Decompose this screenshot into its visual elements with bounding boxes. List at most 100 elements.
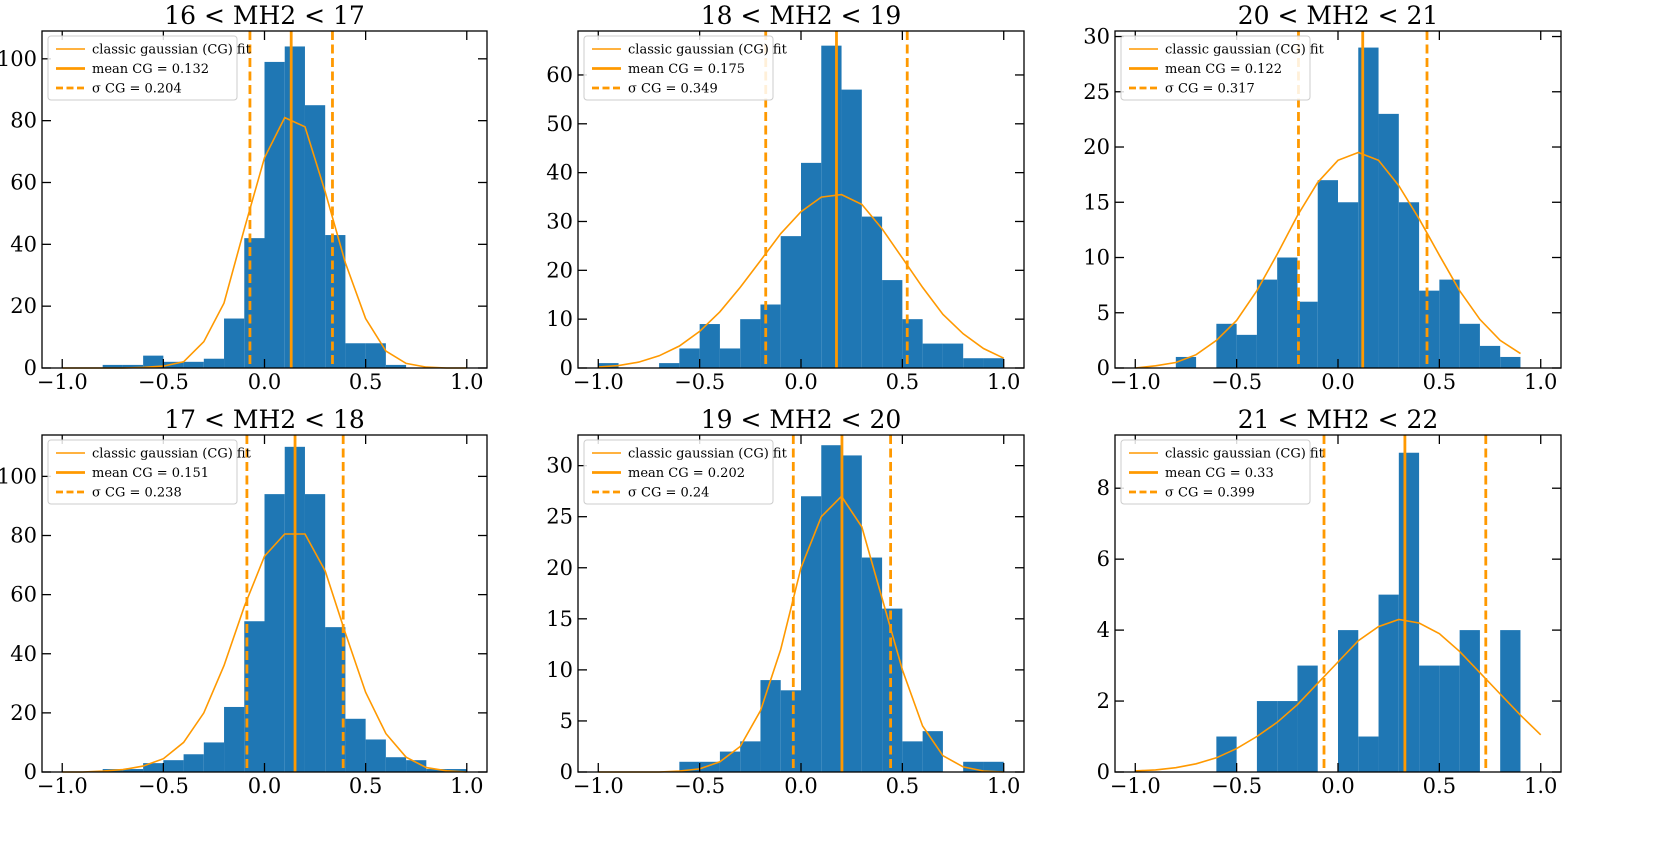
histogram-bar	[264, 494, 285, 772]
histogram-bar	[1297, 665, 1318, 772]
panel-title: 16 < MH2 < 17	[164, 1, 365, 30]
legend-sigma-label: σ CG = 0.349	[628, 82, 718, 97]
x-tick-label: 0.5	[1423, 774, 1456, 798]
histogram-bar	[740, 741, 761, 772]
x-tick-label: 1.0	[450, 370, 483, 394]
histogram-bar	[244, 238, 265, 368]
histogram-bar	[861, 216, 883, 368]
histogram-bar	[821, 45, 842, 369]
histogram-bar	[224, 706, 245, 772]
legend-sigma-label: σ CG = 0.24	[628, 486, 709, 501]
y-tick-label: 40	[546, 161, 573, 185]
histogram-bar	[143, 763, 164, 772]
histogram-bar	[1419, 665, 1440, 772]
legend: classic gaussian (CG) fit mean CG = 0.132…	[47, 35, 252, 101]
legend-fit-label: classic gaussian (CG) fit	[1165, 447, 1325, 462]
histogram-bar	[841, 89, 862, 368]
histogram-bar	[1358, 736, 1379, 772]
y-tick-label: 2	[1097, 689, 1110, 713]
histogram-bar	[719, 751, 741, 772]
x-tick-label: −0.5	[1211, 774, 1262, 798]
panel-title: 17 < MH2 < 18	[164, 405, 365, 434]
x-tick-label: 0.5	[349, 370, 382, 394]
y-tick-label: 40	[10, 232, 37, 256]
histogram-bar	[224, 318, 245, 368]
y-tick-label: 30	[1083, 25, 1110, 49]
histogram-bar	[740, 319, 761, 368]
x-tick-label: 1.0	[450, 774, 483, 798]
histogram-bar	[679, 761, 700, 772]
legend-fit-label: classic gaussian (CG) fit	[92, 447, 252, 462]
histogram-bar	[325, 235, 346, 368]
x-tick-label: 1.0	[987, 774, 1020, 798]
histogram-bar	[304, 494, 326, 772]
histogram-bar	[385, 364, 407, 368]
legend: classic gaussian (CG) fit mean CG = 0.202…	[583, 439, 788, 505]
legend-mean-label: mean CG = 0.33	[1165, 466, 1274, 481]
histogram-bar	[1256, 279, 1278, 368]
chart-panel-4: 17 < MH2 < 18 −1.0 −0.5 0.0 0.5 1.0 0 20 40 60 80 1…	[0, 405, 488, 798]
histogram-bar	[902, 741, 923, 772]
histogram-bar	[1500, 356, 1521, 368]
gaussian-fit-line	[1135, 151, 1521, 369]
histogram-bar	[122, 364, 144, 368]
legend: classic gaussian (CG) fit mean CG = 0.175…	[583, 35, 788, 101]
histogram-bar	[1378, 113, 1399, 368]
histogram-bar	[325, 627, 346, 772]
histogram-bar	[1256, 701, 1278, 772]
histogram-bar	[983, 761, 1004, 772]
gaussian-fit-line	[62, 533, 467, 773]
histogram-bar	[203, 358, 225, 368]
legend-sigma-label: σ CG = 0.204	[92, 82, 182, 97]
y-tick-label: 0	[1097, 356, 1110, 380]
y-tick-label: 10	[546, 658, 573, 682]
y-tick-label: 25	[1083, 80, 1110, 104]
panel-title: 20 < MH2 < 21	[1238, 1, 1439, 30]
y-tick-label: 60	[546, 63, 573, 87]
x-tick-label: 0.5	[886, 370, 919, 394]
histogram-bar	[963, 358, 984, 368]
x-tick-label: −0.5	[1211, 370, 1262, 394]
histogram-bar	[780, 236, 801, 368]
panel-title: 18 < MH2 < 19	[701, 1, 902, 30]
y-tick-label: 100	[0, 47, 37, 71]
chart-panel-2: 18 < MH2 < 19 −1.0 −0.5 0.0 0.5 1.0 0 10 20 30 40 5…	[546, 1, 1025, 394]
legend-mean-label: mean CG = 0.122	[1165, 62, 1282, 77]
y-tick-label: 25	[546, 505, 573, 529]
gaussian-fit-line	[1135, 618, 1542, 772]
y-tick-label: 30	[546, 454, 573, 478]
histogram-bar	[1338, 630, 1359, 772]
histogram-bar	[1439, 665, 1460, 772]
histogram-bar	[284, 46, 305, 369]
x-tick-label: 0.0	[248, 774, 281, 798]
histogram-bar	[183, 754, 204, 772]
histogram-bar	[963, 761, 984, 772]
legend-fit-label: classic gaussian (CG) fit	[1165, 43, 1325, 58]
y-tick-label: 0	[1097, 760, 1110, 784]
histogram-bar	[780, 690, 801, 772]
y-tick-label: 15	[1083, 190, 1110, 214]
histogram-bar	[1216, 736, 1237, 772]
legend-mean-label: mean CG = 0.202	[628, 466, 745, 481]
y-tick-label: 40	[10, 642, 37, 666]
legend-mean-label: mean CG = 0.175	[628, 62, 745, 77]
histogram-bar	[1338, 202, 1359, 368]
histogram-bar	[1398, 202, 1420, 368]
x-tick-label: −1.0	[1110, 774, 1161, 798]
y-tick-label: 0	[560, 356, 573, 380]
histogram-bar	[821, 445, 842, 772]
y-tick-label: 50	[546, 112, 573, 136]
histogram-bar	[1175, 356, 1197, 368]
x-tick-label: 1.0	[987, 370, 1020, 394]
y-tick-label: 20	[1083, 135, 1110, 159]
histogram-bar	[1479, 345, 1501, 368]
x-tick-label: 0.0	[248, 370, 281, 394]
y-tick-label: 60	[10, 170, 37, 194]
histogram-bar	[801, 496, 822, 772]
x-tick-label: −1.0	[37, 370, 88, 394]
histogram-bar	[345, 343, 366, 368]
legend-sigma-label: σ CG = 0.317	[1165, 82, 1255, 97]
histogram-bar	[1297, 301, 1318, 368]
histogram-bar	[1378, 594, 1399, 772]
histogram-bar	[365, 343, 386, 368]
